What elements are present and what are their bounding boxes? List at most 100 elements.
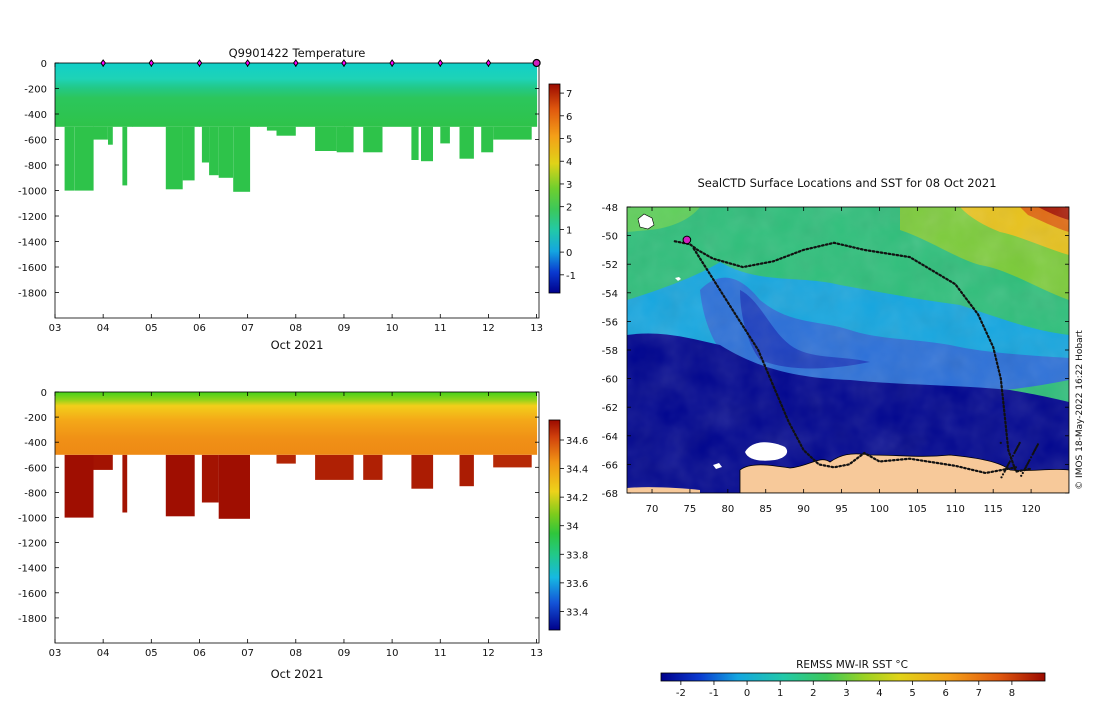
x-tick-label: 06 [193, 323, 206, 334]
y-tick-label: -1400 [18, 564, 47, 575]
x-tick-label: 06 [193, 648, 206, 659]
x-tick-label: 13 [530, 648, 543, 659]
colorbar-tick-label: 5 [566, 135, 572, 146]
profile-marker [341, 59, 347, 67]
x-tick-label: 08 [289, 323, 302, 334]
profile-column [64, 454, 94, 518]
profile-column [440, 126, 450, 144]
salinity-section-panel: 03 04 05 06 07 08 09 10 11 12 13 0 -200 -400 -600 -800 -… [18, 388, 588, 681]
surface-layer-block [55, 392, 538, 455]
profile-marker [100, 59, 106, 67]
y-tick-label: -1000 [18, 187, 47, 198]
sst-colorbar [660, 672, 1046, 682]
x-tick-label: 03 [49, 323, 62, 334]
current-position-marker [682, 235, 692, 245]
map-x-tick-label: 70 [646, 504, 659, 515]
sst-field [627, 207, 1069, 493]
y-tick-label: -1800 [18, 614, 47, 625]
profile-column [363, 126, 383, 153]
y-tick-label: -600 [24, 136, 47, 147]
track-point [1020, 474, 1023, 477]
x-tick-label: 12 [482, 648, 495, 659]
map-x-tick-label: 75 [684, 504, 697, 515]
sst-colorbar-tick-label: 8 [1009, 688, 1015, 699]
y-tick-label: -1400 [18, 238, 47, 249]
y-tick-label: 0 [41, 59, 47, 70]
profile-column [201, 454, 219, 503]
profile-column [459, 454, 474, 487]
temperature-data-layer [55, 63, 538, 192]
colorbar-tick-label: 34.4 [566, 465, 588, 476]
y-tick-label: -1200 [18, 539, 47, 550]
y-tick-label: -1200 [18, 212, 47, 223]
salinity-axes: 03 04 05 06 07 08 09 10 11 12 13 0 -200 -400 -600 -800 -… [18, 388, 543, 659]
profile-column [276, 126, 296, 136]
track-point [1033, 449, 1036, 452]
track-point [1011, 454, 1015, 457]
sst-colorbar-tick-label: 4 [876, 688, 882, 699]
y-tick-label: -200 [24, 413, 47, 424]
surface-layer-block [440, 63, 538, 127]
x-tick-label: 07 [241, 648, 254, 659]
sst-map-panel: SealCTD Surface Locations and SST for 08… [602, 176, 1085, 699]
map-y-tick-label: -64 [602, 432, 618, 443]
profile-column [493, 126, 532, 140]
track-point [1023, 467, 1027, 470]
colorbar-tick-label: 4 [566, 157, 572, 168]
track-point [1021, 471, 1024, 475]
y-tick-label: -800 [24, 488, 47, 499]
profile-column [108, 126, 113, 145]
track-line [673, 240, 1033, 473]
surface-layer-block [344, 63, 441, 127]
profile-column [122, 126, 128, 186]
track-point [1005, 466, 1008, 469]
track-point [1025, 464, 1028, 467]
map-x-tick-label: 80 [721, 504, 734, 515]
map-y-tick-label: -48 [602, 203, 618, 214]
salinity-x-axis-label: Oct 2021 [271, 667, 324, 681]
profile-column [233, 126, 251, 192]
temperature-colorbar [548, 83, 561, 294]
salinity-data-layer [55, 392, 538, 519]
colorbar-tick-label: 6 [566, 112, 572, 123]
track-point [1007, 463, 1010, 466]
map-y-tick-label: -60 [602, 375, 618, 386]
sst-colorbar-tick-label: 6 [943, 688, 949, 699]
profile-column [64, 126, 75, 191]
sst-colorbar-tick-label: 7 [976, 688, 982, 699]
x-tick-label: 10 [386, 648, 399, 659]
profile-marker [148, 59, 155, 67]
sst-colorbar-tick-label: 2 [810, 688, 816, 699]
sst-colorbar-tick-label: 1 [777, 688, 783, 699]
track-point [1036, 443, 1039, 446]
profile-column [93, 126, 108, 140]
colorbar-tick-label: 34.6 [566, 436, 588, 447]
x-tick-label: 11 [434, 323, 447, 334]
track-point [1030, 456, 1033, 459]
colorbar-tick-label: 33.4 [566, 607, 588, 618]
profile-column [493, 454, 532, 468]
profile-column [218, 454, 250, 519]
profile-column [201, 126, 210, 163]
credit-text: © IMOS 18-May-2022 16:22 Hobart [1075, 330, 1085, 490]
profile-column [74, 126, 94, 191]
map-title: SealCTD Surface Locations and SST for 08… [697, 176, 996, 190]
profile-column [276, 454, 296, 464]
track-point [1027, 461, 1030, 465]
track-point [1018, 441, 1021, 444]
track-point [999, 441, 1002, 444]
profile-column [363, 454, 383, 480]
map-y-tick-label: -56 [602, 317, 618, 328]
seal-track [673, 235, 1039, 479]
colorbar-tick-label: 0 [566, 248, 572, 259]
x-tick-label: 08 [289, 648, 302, 659]
map-x-tick-label: 85 [759, 504, 772, 515]
track-point [1001, 473, 1005, 476]
temperature-x-axis-label: Oct 2021 [271, 338, 324, 352]
sst-colorbar-ticks: -2 -1 0 1 2 3 4 5 6 7 8 [676, 681, 1015, 699]
surface-layer-block [199, 63, 258, 127]
profile-column [421, 126, 433, 162]
map-x-tick-label: 100 [870, 504, 889, 515]
profile-column [459, 126, 474, 159]
track-point [1000, 476, 1003, 479]
